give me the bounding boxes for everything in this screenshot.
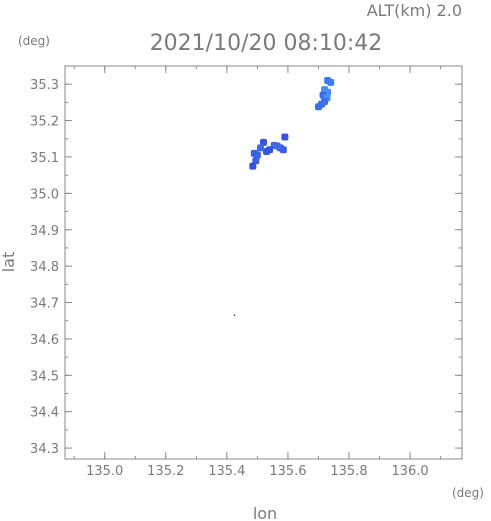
y-tick-label: 34.4	[30, 406, 59, 421]
y-tick-label: 34.3	[30, 442, 59, 457]
subtitle: ALT(km) 2.0	[367, 1, 462, 20]
y-tick-label: 34.6	[30, 333, 59, 348]
y-tick-label: 35.2	[30, 115, 59, 130]
data-point	[256, 144, 264, 152]
data-point	[260, 138, 267, 146]
y-axis-label: lat	[0, 252, 18, 273]
data-point	[252, 157, 260, 165]
x-unit: (deg)	[452, 486, 484, 500]
data-point	[314, 103, 322, 111]
y-tick-label: 34.5	[30, 369, 59, 384]
y-tick-label: 35.3	[30, 78, 59, 93]
x-tick-label: 135.8	[330, 464, 367, 479]
x-tick-label: 135.4	[208, 464, 245, 479]
x-tick-label: 135.6	[269, 464, 306, 479]
data-point	[327, 78, 335, 86]
y-tick-label: 35.0	[30, 187, 59, 202]
data-point	[233, 314, 236, 316]
x-axis-label: lon	[253, 504, 277, 521]
data-point	[263, 148, 271, 156]
data-point	[249, 162, 257, 170]
y-tick-label: 34.7	[30, 297, 59, 312]
ticks: 135.0 135.2 135.4 135.6 135.8 136.0 34.3 34.4 34…	[30, 65, 462, 479]
x-tick-label: 135.0	[86, 464, 123, 479]
x-tick-label: 135.2	[147, 464, 184, 479]
y-tick-label: 34.8	[30, 260, 59, 275]
y-unit: (deg)	[18, 34, 50, 48]
y-tick-label: 34.9	[30, 224, 59, 239]
plot-frame	[64, 65, 463, 460]
y-tick-label: 35.1	[30, 151, 59, 166]
data-point	[281, 133, 289, 141]
chart-title: 2021/10/20 08:10:42	[150, 31, 383, 56]
data-point	[250, 149, 258, 157]
x-tick-label: 136.0	[391, 464, 428, 479]
data-points	[233, 77, 335, 316]
